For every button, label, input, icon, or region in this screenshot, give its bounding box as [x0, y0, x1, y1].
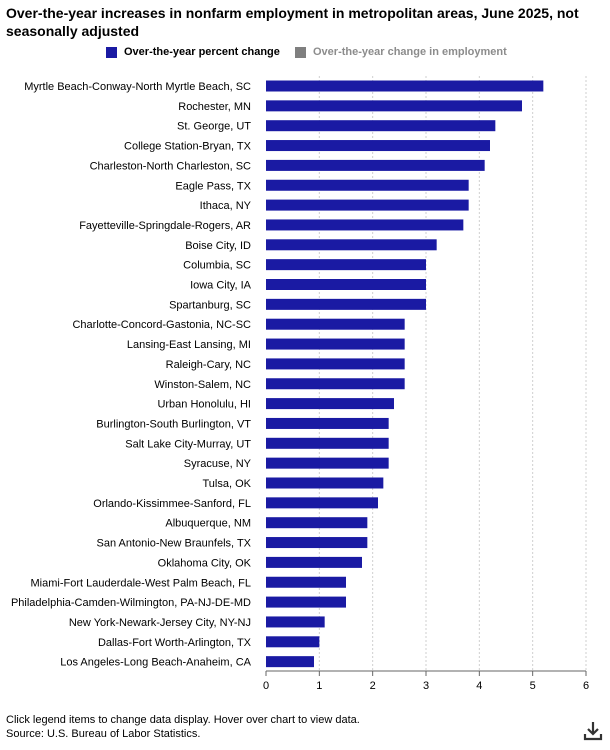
bar[interactable] [266, 537, 368, 549]
x-tick-label: 3 [423, 680, 429, 692]
category-label: San Antonio-New Braunfels, TX [97, 538, 252, 550]
category-label: Rochester, MN [178, 101, 251, 113]
bar[interactable] [266, 497, 378, 509]
bar[interactable] [266, 517, 368, 529]
category-label: Fayetteville-Springdale-Rogers, AR [79, 220, 251, 232]
category-label: St. George, UT [177, 121, 251, 133]
bar[interactable] [266, 616, 325, 628]
bar[interactable] [266, 477, 384, 489]
legend-label-percent-change: Over-the-year percent change [124, 46, 280, 58]
chart-title: Over-the-year increases in nonfarm emplo… [6, 5, 579, 39]
bar[interactable] [266, 239, 437, 251]
bar-chart[interactable]: Myrtle Beach-Conway-North Myrtle Beach, … [0, 0, 610, 700]
category-label: Burlington-South Burlington, VT [96, 418, 251, 430]
category-label: Oklahoma City, OK [158, 557, 252, 569]
x-tick-label: 1 [316, 680, 322, 692]
category-label: Boise City, ID [185, 240, 251, 252]
bar[interactable] [266, 656, 314, 668]
bar[interactable] [266, 159, 485, 171]
category-label: Los Angeles-Long Beach-Anaheim, CA [60, 657, 251, 669]
bar[interactable] [266, 80, 544, 92]
category-label: Spartanburg, SC [169, 299, 251, 311]
category-label: Albuquerque, NM [165, 518, 251, 530]
bar[interactable] [266, 437, 389, 449]
category-label: Charleston-North Charleston, SC [90, 160, 251, 172]
bar[interactable] [266, 199, 469, 211]
category-label: Charlotte-Concord-Gastonia, NC-SC [72, 319, 251, 331]
category-label: Eagle Pass, TX [175, 180, 251, 192]
x-tick-label: 6 [583, 680, 589, 692]
bar[interactable] [266, 318, 405, 330]
x-tick-label: 0 [263, 680, 269, 692]
bar[interactable] [266, 259, 426, 271]
bar[interactable] [266, 417, 389, 429]
category-label: College Station-Bryan, TX [124, 141, 252, 153]
category-label: Miami-Fort Lauderdale-West Palm Beach, F… [31, 577, 252, 589]
bar[interactable] [266, 100, 522, 112]
bar[interactable] [266, 298, 426, 310]
legend-item-percent-change[interactable]: Over-the-year percent change [106, 46, 280, 58]
bar[interactable] [266, 398, 394, 410]
category-label: New York-Newark-Jersey City, NY-NJ [69, 617, 251, 629]
category-label: Ithaca, NY [200, 200, 252, 212]
x-tick-label: 5 [530, 680, 536, 692]
bar[interactable] [266, 378, 405, 390]
category-label: Orlando-Kissimmee-Sanford, FL [93, 498, 251, 510]
bar[interactable] [266, 556, 362, 568]
footer-source: Source: U.S. Bureau of Labor Statistics. [6, 728, 201, 740]
bar[interactable] [266, 457, 389, 469]
category-label: Myrtle Beach-Conway-North Myrtle Beach, … [24, 81, 251, 93]
category-label: Lansing-East Lansing, MI [127, 339, 251, 351]
legend-swatch-percent-change [106, 46, 117, 58]
bar[interactable] [266, 358, 405, 370]
category-label: Salt Lake City-Murray, UT [125, 438, 251, 450]
category-label: Syracuse, NY [184, 458, 252, 470]
bar[interactable] [266, 179, 469, 191]
category-label: Columbia, SC [183, 260, 251, 272]
download-icon[interactable] [583, 720, 603, 742]
legend-swatch-employment-change [295, 46, 306, 58]
legend-label-employment-change: Over-the-year change in employment [313, 46, 507, 58]
legend: Over-the-year percent change Over-the-ye… [0, 46, 610, 64]
category-label: Winston-Salem, NC [154, 379, 251, 391]
category-label: Philadelphia-Camden-Wilmington, PA-NJ-DE… [11, 597, 251, 609]
bar[interactable] [266, 596, 346, 608]
bar[interactable] [266, 219, 464, 231]
bar[interactable] [266, 576, 346, 588]
category-label: Iowa City, IA [190, 280, 252, 292]
bar[interactable] [266, 140, 490, 152]
bar[interactable] [266, 338, 405, 350]
category-label: Tulsa, OK [203, 478, 252, 490]
bar[interactable] [266, 279, 426, 290]
legend-item-employment-change[interactable]: Over-the-year change in employment [295, 46, 507, 58]
category-label: Dallas-Fort Worth-Arlington, TX [98, 637, 252, 649]
footer-note: Click legend items to change data displa… [6, 714, 360, 726]
bar[interactable] [266, 636, 320, 648]
category-label: Urban Honolulu, HI [157, 399, 251, 411]
x-tick-label: 4 [476, 680, 482, 692]
category-label: Raleigh-Cary, NC [166, 359, 251, 371]
bar[interactable] [266, 120, 496, 132]
x-tick-label: 2 [370, 680, 376, 692]
